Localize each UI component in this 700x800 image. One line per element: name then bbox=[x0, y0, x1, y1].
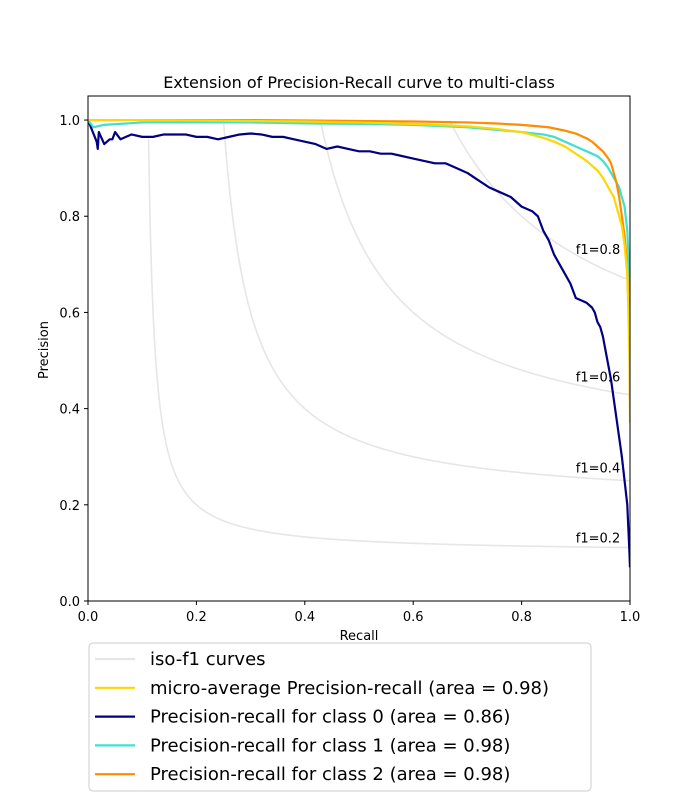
iso-f1-label: f1=0.8 bbox=[576, 243, 620, 258]
iso-f1-label: f1=0.2 bbox=[576, 532, 620, 547]
y-tick-label: 0.8 bbox=[59, 210, 80, 225]
legend-entries: iso-f1 curves micro-average Precision-rec… bbox=[95, 649, 549, 785]
y-axis-label: Precision bbox=[37, 321, 52, 379]
x-axis-ticks: 0.0 0.2 0.4 0.6 0.8 1.0 bbox=[78, 601, 641, 625]
x-axis-label: Recall bbox=[340, 629, 379, 644]
y-tick-label: 0.2 bbox=[59, 499, 80, 514]
iso-f1-curve bbox=[319, 121, 630, 396]
iso-f1-label: f1=0.6 bbox=[576, 370, 620, 385]
legend-label: Precision-recall for class 1 (area = 0.9… bbox=[150, 735, 510, 756]
legend-label: iso-f1 curves bbox=[150, 649, 266, 670]
legend-label: micro-average Precision-recall (area = 0… bbox=[150, 678, 549, 699]
series-line bbox=[88, 119, 630, 294]
series-line bbox=[88, 118, 630, 424]
x-tick-label: 0.0 bbox=[78, 610, 99, 625]
chart-title: Extension of Precision-Recall curve to m… bbox=[163, 73, 555, 92]
legend-box bbox=[88, 642, 592, 792]
y-tick-label: 0.4 bbox=[59, 403, 80, 418]
iso-f1-curve bbox=[448, 120, 630, 282]
y-axis-ticks: 0.0 0.2 0.4 0.6 0.8 1.0 bbox=[59, 114, 88, 610]
y-tick-label: 0.0 bbox=[59, 595, 80, 610]
iso-f1-curve bbox=[147, 138, 630, 549]
y-tick-label: 0.6 bbox=[59, 306, 80, 321]
legend-label: Precision-recall for class 0 (area = 0.8… bbox=[150, 707, 510, 728]
legend: iso-f1 curves micro-average Precision-rec… bbox=[88, 642, 592, 792]
series-layer bbox=[88, 118, 630, 568]
iso-f1-label-layer: f1=0.2 f1=0.4 f1=0.6 f1=0.8 bbox=[576, 243, 620, 547]
x-tick-label: 0.8 bbox=[511, 610, 532, 625]
x-tick-label: 0.4 bbox=[294, 610, 315, 625]
series-line bbox=[88, 118, 630, 400]
x-tick-label: 1.0 bbox=[620, 610, 641, 625]
iso-f1-layer bbox=[147, 120, 630, 549]
series-line bbox=[88, 119, 630, 568]
y-tick-label: 1.0 bbox=[59, 114, 80, 129]
legend-label: Precision-recall for class 2 (area = 0.9… bbox=[150, 764, 510, 785]
x-tick-label: 0.6 bbox=[403, 610, 424, 625]
iso-f1-label: f1=0.4 bbox=[576, 462, 620, 477]
plot-frame bbox=[87, 95, 631, 602]
iso-f1-curve bbox=[222, 123, 630, 482]
x-tick-label: 0.2 bbox=[186, 610, 207, 625]
